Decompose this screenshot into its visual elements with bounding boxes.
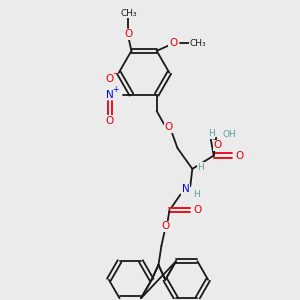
Text: OH: OH [223,130,236,139]
Text: O: O [106,116,114,126]
Text: H: H [197,163,204,172]
Text: H: H [193,190,200,199]
Text: N: N [106,90,114,100]
Text: CH₃: CH₃ [120,9,137,18]
Text: O: O [169,38,177,48]
Text: H: H [208,129,215,138]
Text: +: + [112,85,118,94]
Text: O: O [164,122,173,132]
Text: O: O [194,205,202,215]
Text: O: O [124,29,133,40]
Text: N: N [182,184,190,194]
Text: O: O [235,151,243,160]
Text: CH₃: CH₃ [189,39,206,48]
Text: O: O [213,140,221,150]
Text: O: O [162,221,170,231]
Text: O: O [106,74,114,84]
Text: −: − [112,69,118,78]
